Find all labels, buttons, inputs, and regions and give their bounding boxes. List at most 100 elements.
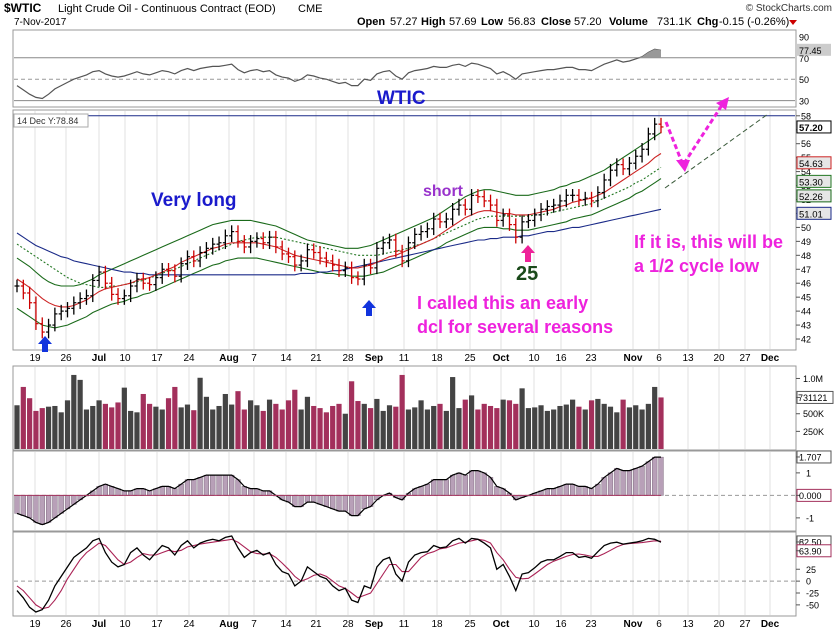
volume-y-tick-label: 1.0M [803, 374, 823, 384]
volume-bar [27, 398, 33, 449]
macd-hist-bar [645, 461, 651, 496]
stoch-x-tick-label: 28 [342, 619, 354, 630]
price-x-tick-label: 28 [342, 353, 354, 364]
price-y-tick-label: 58 [801, 111, 811, 121]
volume-bar [153, 406, 159, 449]
volume-bar [197, 377, 203, 449]
price-x-tick-label: 17 [151, 353, 163, 364]
annotation-very-long: Very long [151, 190, 237, 211]
macd-hist-bar [33, 495, 39, 523]
volume-bar [102, 403, 108, 449]
macd-hist-bar [58, 495, 64, 514]
volume-bar [494, 408, 500, 449]
up-arrow-icon-june [38, 336, 52, 352]
volume-bar [336, 403, 342, 449]
volume-bar [298, 409, 304, 449]
stoch-x-tick-label: 11 [399, 619, 410, 630]
volume-bar [279, 409, 285, 449]
stoch-x-tick-label: Nov [624, 619, 643, 630]
price-x-tick-label: Jul [92, 353, 107, 364]
header-date: 7-Nov-2017 [14, 17, 67, 28]
price-x-tick-label: Oct [493, 353, 510, 364]
rsi-value-box [797, 43, 831, 56]
volume-bar [96, 400, 102, 449]
macd-y-tick-label: 1.707 [799, 452, 822, 462]
macd-hist-bar [652, 456, 658, 496]
volume-bar [146, 403, 153, 449]
price-x-tick-label: Nov [624, 353, 643, 364]
stoch-k-line [16, 535, 662, 613]
volume-bar [620, 399, 626, 449]
price-x-tick-label: 13 [682, 353, 694, 364]
macd-hist-bar [582, 486, 588, 496]
stoch-x-tick-label: Dec [761, 619, 780, 630]
price-y-tick-label: 48 [801, 251, 811, 261]
macd-hist-bar [456, 472, 462, 496]
macd-hist-bar [172, 488, 178, 496]
macd-hist-bar [588, 488, 595, 496]
macd-hist-bar [468, 470, 475, 496]
macd-hist-bar [633, 468, 639, 496]
volume-bar [39, 408, 45, 449]
stoch-x-tick-label: Oct [493, 619, 510, 630]
price-value-box [796, 189, 832, 203]
volume-bar [393, 406, 399, 449]
volume-y-tick-label: 500K [803, 409, 824, 419]
header-exchange: CME [298, 3, 322, 15]
up-arrow-icon-august [362, 300, 376, 316]
volume-bar [538, 405, 544, 449]
volume-bar [380, 410, 386, 449]
volume-bar [165, 398, 172, 449]
price-x-tick-label: 7 [251, 353, 257, 364]
macd-hist-bar [437, 479, 443, 496]
volume-bar [159, 409, 165, 449]
annotation-cycle-line1: If it is, this will be [634, 232, 783, 252]
rsi-overbought-fill [635, 49, 661, 58]
volume-bar [241, 409, 247, 449]
stoch-y-tick-label: -50 [806, 600, 819, 610]
macd-hist-bar [330, 495, 336, 510]
macd-hist-bar [222, 474, 228, 496]
stoch-x-tick-label: 20 [713, 619, 725, 630]
price-x-tick-label: 26 [60, 353, 72, 364]
volume-bar [355, 401, 361, 449]
volume-bar [115, 402, 121, 449]
price-x-tick-label: 23 [585, 353, 597, 364]
dates-box [13, 113, 89, 128]
volume-bar [506, 400, 513, 449]
macd-hist-bar [481, 472, 487, 496]
volume-bar [128, 410, 134, 449]
volume-bar [178, 407, 184, 449]
volume-bar [90, 405, 96, 449]
brand-label[interactable]: © StockCharts.com [746, 3, 832, 14]
volume-bar [462, 399, 468, 449]
volume-bar [292, 389, 298, 449]
stoch-y-tick-label: 0 [806, 577, 811, 587]
annotation-wtic: WTIC [377, 88, 426, 109]
volume-bar [468, 395, 475, 449]
volume-bar [260, 410, 266, 449]
volume-bar [386, 405, 393, 449]
annotation-early-line2: dcl for several reasons [417, 317, 613, 337]
volume-bar [229, 404, 235, 449]
annotation-early-line1: I called this an early [417, 293, 588, 313]
header-symbol: $WTIC [4, 1, 42, 15]
macd-hist-bar [658, 456, 664, 496]
macd-hist-bar [349, 495, 355, 516]
close-value: 57.20 [574, 16, 602, 28]
price-x-tick-label: 16 [555, 353, 567, 364]
volume-bar [304, 396, 311, 449]
stoch-x-tick-label: 21 [310, 619, 322, 630]
macd-hist-bar [418, 486, 424, 496]
stoch-x-tick-label: Jul [92, 619, 107, 630]
macd-hist-bar [102, 483, 108, 496]
volume-bar [203, 396, 210, 449]
rsi-y-tick-label: 77.45 [799, 46, 822, 56]
volume-bar [399, 374, 405, 449]
projection-arrowhead-down-icon [676, 160, 690, 172]
price-value-label: 51.01 [799, 209, 823, 220]
volume-bar [323, 412, 329, 449]
price-x-tick-label: 27 [739, 353, 751, 364]
macd-hist-bar [626, 470, 633, 496]
